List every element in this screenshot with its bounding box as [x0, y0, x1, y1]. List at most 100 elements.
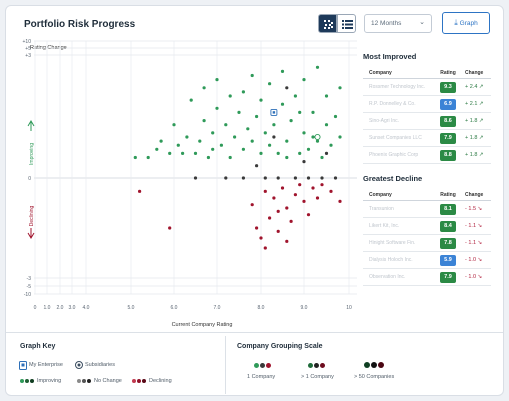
x-tick-label: 5.0: [128, 305, 135, 311]
col-rating: Rating: [440, 191, 456, 198]
improving-point: [306, 147, 311, 151]
y-tick-label: -3: [27, 276, 32, 282]
rating-cell: 9.3: [435, 81, 461, 93]
improving-point: [241, 147, 245, 151]
no-change-point: [333, 176, 338, 180]
most-improved-title: Most Improved: [363, 52, 417, 61]
subsidiary-marker: [314, 133, 321, 141]
improving-point: [259, 98, 263, 102]
scale-many-dot: [320, 363, 325, 368]
improving-point: [241, 90, 245, 94]
table-row[interactable]: R.P. Donnelley & Co. 6.9 + 2.1 ↗: [363, 96, 491, 113]
company-name[interactable]: Rossmer Technology Inc.: [369, 84, 426, 90]
improving-point: [198, 139, 202, 143]
company-name[interactable]: Observation Inc.: [369, 274, 406, 280]
rating-cell: 8.4: [435, 220, 461, 232]
table-row[interactable]: Rossmer Technology Inc. 9.3 + 2.4 ↗: [363, 79, 491, 96]
table-row[interactable]: Transunion 8.1 - 1.5 ↘: [363, 201, 491, 218]
declining-point: [276, 229, 280, 233]
improving-axis-label: Improving: [29, 143, 35, 165]
improving-point: [333, 114, 338, 119]
company-name[interactable]: Dialysis Holoch Inc.: [369, 257, 413, 263]
key-subsidiaries: Subsidiaries: [85, 362, 115, 368]
improving-point: [133, 155, 137, 160]
no-change-point: [272, 135, 276, 139]
improving-point: [255, 114, 259, 119]
scale-one-label: 1 Company: [247, 374, 276, 380]
y-tick-label: 0: [28, 176, 31, 182]
col-company: Company: [369, 69, 392, 76]
improving-point: [202, 86, 206, 90]
improving-point: [324, 94, 329, 98]
col-company: Company: [369, 191, 392, 198]
table-row[interactable]: Sunset Companies LLC 7.9 + 1.8 ↗: [363, 130, 491, 147]
scale-fifty-dot: [364, 362, 370, 368]
table-row[interactable]: Likert Kit, Inc. 8.4 - 1.1 ↘: [363, 218, 491, 235]
table-row[interactable]: Dialysis Holoch Inc. 5.9 - 1.0 ↘: [363, 252, 491, 269]
improving-point: [259, 151, 263, 155]
company-name[interactable]: Sino-Agri Inc.: [369, 118, 400, 124]
x-tick-label: 4.0: [83, 305, 90, 311]
improving-point: [324, 123, 329, 127]
col-rating: Rating: [440, 69, 456, 76]
scatter-plot-svg: Rating Change+10+5+30-3-5-100 1.0 2.0 3.0 4.…: [23, 39, 357, 328]
graph-download-button[interactable]: ⤓ Graph: [442, 12, 490, 34]
grouping-scale-title: Company Grouping Scale: [237, 343, 323, 350]
company-name[interactable]: Transunion: [369, 206, 394, 212]
improving-point: [311, 135, 315, 139]
scale-fifty-label: > 50 Companies: [354, 374, 395, 380]
greatest-decline-header: Company Rating Change: [363, 189, 491, 201]
improving-point: [315, 65, 320, 69]
graph-button-label: Graph: [459, 20, 478, 27]
x-tick-label: 10: [346, 305, 352, 311]
list-view-icon: [342, 20, 353, 29]
scale-one-dot: [260, 363, 265, 368]
y-tick-label: +5: [25, 46, 31, 52]
improving-point: [155, 147, 159, 151]
most-improved-header: Company Rating Change: [363, 67, 491, 79]
list-view-toggle[interactable]: [337, 14, 356, 33]
no-change-point: [302, 160, 306, 164]
col-change: Change: [465, 191, 484, 198]
improving-point: [276, 151, 280, 155]
table-row[interactable]: Hinight Software Fin. 7.8 - 1.1 ↘: [363, 235, 491, 252]
company-name[interactable]: Hinight Software Fin.: [369, 240, 416, 246]
improving-dot: [20, 379, 24, 383]
change-value: + 1.8 ↗: [465, 135, 484, 141]
improving-point: [237, 110, 241, 114]
rating-badge: 5.9: [440, 254, 456, 266]
declining-point: [285, 206, 289, 210]
x-tick-label: 6.0: [171, 305, 178, 311]
key-improving: Improving: [37, 378, 62, 384]
legend-footer: [6, 332, 503, 395]
change-value: - 1.0 ↘: [465, 257, 483, 263]
rating-cell: 6.9: [435, 98, 461, 110]
rankings-panel: Most Improved Company Rating Change Ross…: [363, 52, 491, 286]
table-row[interactable]: Observation Inc. 7.9 - 1.0 ↘: [363, 269, 491, 286]
improving-point: [298, 151, 302, 155]
rating-badge: 8.4: [440, 220, 456, 232]
company-name[interactable]: Likert Kit, Inc.: [369, 223, 400, 229]
no-change-point: [320, 176, 324, 180]
company-name[interactable]: R.P. Donnelley & Co.: [369, 101, 416, 107]
improving-point: [202, 119, 206, 123]
declining-point: [272, 196, 276, 200]
improving-dot: [30, 379, 34, 383]
improving-point: [228, 155, 232, 160]
table-row[interactable]: Phoenix Graphic Corp 8.8 + 1.8 ↗: [363, 147, 491, 164]
company-name[interactable]: Sunset Companies LLC: [369, 135, 422, 141]
rating-cell: 8.8: [435, 149, 461, 161]
scatter-view-toggle[interactable]: [318, 14, 337, 33]
page-title: Portfolio Risk Progress: [24, 19, 136, 30]
improving-dot: [25, 379, 29, 383]
improving-point: [172, 123, 176, 127]
scale-one-dot: [266, 363, 271, 368]
company-name[interactable]: Phoenix Graphic Corp: [369, 152, 419, 158]
declining-point: [268, 216, 272, 220]
improving-point: [302, 131, 306, 135]
period-select[interactable]: 12 Months ⌄: [364, 14, 432, 33]
improving-point: [320, 155, 324, 160]
rating-cell: 8.1: [435, 203, 461, 215]
table-row[interactable]: Sino-Agri Inc. 8.6 + 1.8 ↗: [363, 113, 491, 130]
no-change-point: [193, 176, 198, 180]
